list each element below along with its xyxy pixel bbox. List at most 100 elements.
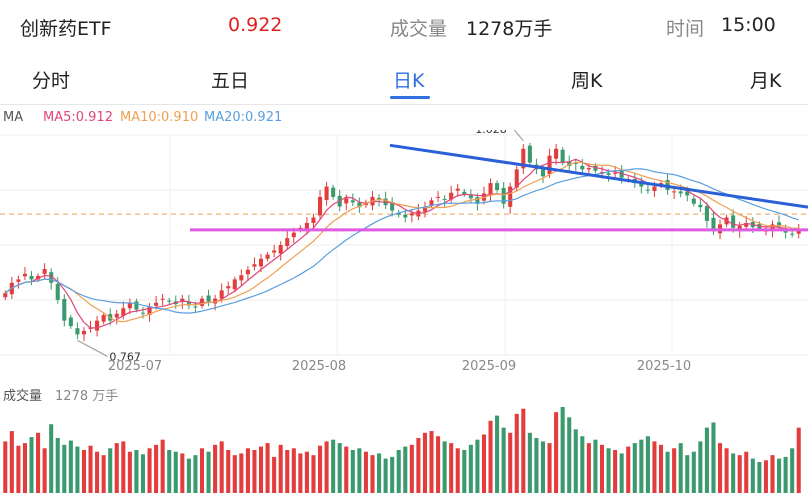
volume-bar	[258, 446, 264, 493]
volume-bar	[540, 441, 546, 493]
volume-bar	[698, 441, 703, 493]
candle	[377, 197, 382, 200]
candle	[593, 165, 598, 171]
volume-bar	[167, 450, 172, 493]
candle	[737, 225, 742, 231]
resistance-trendline	[389, 143, 808, 209]
volume-bar	[534, 437, 539, 493]
volume-bar	[160, 439, 165, 493]
candles	[3, 142, 801, 342]
volume-bar	[55, 437, 60, 493]
candle	[81, 330, 86, 335]
candle	[3, 293, 8, 298]
candle	[514, 169, 519, 188]
candle	[291, 232, 296, 238]
volume-bar	[514, 413, 519, 493]
volume-bar	[285, 450, 290, 493]
candle	[744, 223, 749, 227]
candle	[219, 290, 224, 299]
active-tab-indicator	[390, 96, 430, 99]
candle	[75, 328, 80, 335]
volume-bar	[154, 444, 159, 493]
volume-bar	[573, 429, 578, 493]
volume-bar	[409, 444, 414, 493]
candle	[154, 302, 159, 306]
volume-bar	[547, 443, 552, 493]
volume-bar	[704, 427, 709, 493]
candle	[527, 145, 532, 163]
volume-bar	[665, 451, 670, 493]
candle	[42, 269, 47, 274]
volume-bar	[593, 439, 598, 493]
candle	[55, 283, 60, 300]
volume-bar	[245, 448, 250, 493]
volume-bar	[645, 436, 650, 493]
volume-bar	[554, 412, 559, 493]
volume-bar	[68, 440, 73, 493]
time-value: 15:00	[721, 14, 776, 36]
volume-bar	[219, 441, 224, 493]
volume-bar	[298, 453, 303, 493]
volume-bar	[567, 417, 572, 493]
candle	[258, 258, 264, 267]
quote-header: 创新药ETF 0.922 成交量 1278万手 时间 15:00	[0, 0, 808, 54]
candle	[16, 279, 21, 282]
volume-bar	[685, 455, 690, 493]
candle	[265, 254, 270, 259]
candle	[475, 197, 480, 204]
candle	[442, 198, 447, 200]
price-grid	[0, 134, 808, 356]
volume-bar	[501, 427, 506, 493]
volume-bar	[508, 432, 513, 493]
price-chart[interactable]: 1.028 0.767 2025-07 2025-08 2025-09 2025-10	[0, 130, 808, 385]
candle	[796, 229, 801, 234]
x-tick-label: 2025-10	[637, 359, 691, 374]
volume-bar	[9, 431, 14, 493]
candle	[134, 301, 139, 310]
ma20-value: MA20:0.921	[204, 110, 283, 125]
ma5-value: MA5:0.912	[43, 110, 113, 125]
volume-bar	[777, 458, 782, 493]
candle	[180, 298, 185, 303]
price-annotations: 1.028 0.767	[77, 130, 524, 363]
volume-bar	[396, 450, 401, 493]
candle	[521, 148, 526, 169]
volume-bar	[678, 443, 683, 493]
volume-bar	[42, 448, 47, 493]
tab-weekly-k[interactable]: 周K	[571, 70, 603, 92]
tab-monthly-k[interactable]: 月K	[750, 70, 782, 92]
volume-bar	[357, 448, 362, 493]
candle	[409, 213, 414, 216]
volume-bar	[449, 443, 454, 493]
volume-bar	[95, 451, 100, 493]
low-annotation-pointer	[77, 339, 108, 357]
volume-bar	[29, 437, 34, 493]
volume-bar	[180, 453, 185, 493]
volume-bars	[3, 407, 801, 493]
candle	[580, 165, 585, 170]
candle	[36, 275, 41, 280]
volume-bar	[324, 441, 329, 493]
volume-panel-value: 1278 万手	[55, 389, 119, 404]
candle	[777, 222, 782, 227]
tab-intraday[interactable]: 分时	[32, 70, 71, 92]
candle	[95, 320, 100, 331]
volume-bar	[658, 444, 664, 493]
candle	[495, 183, 500, 190]
x-tick-label: 2025-09	[462, 359, 516, 374]
volume-bar	[757, 462, 762, 493]
candle	[390, 202, 395, 211]
volume-bar	[462, 450, 467, 493]
candle	[567, 161, 572, 166]
x-tick-label: 2025-07	[108, 359, 162, 374]
volume-chart[interactable]	[0, 405, 808, 495]
volume-bar	[790, 448, 795, 493]
candle	[704, 206, 709, 221]
candle	[685, 191, 690, 196]
volume-bar	[331, 439, 336, 493]
tab-five-day[interactable]: 五日	[211, 70, 250, 92]
volume-bar	[304, 451, 309, 493]
tab-daily-k[interactable]: 日K	[393, 70, 425, 92]
candle	[324, 186, 329, 200]
volume-bar	[16, 445, 21, 493]
